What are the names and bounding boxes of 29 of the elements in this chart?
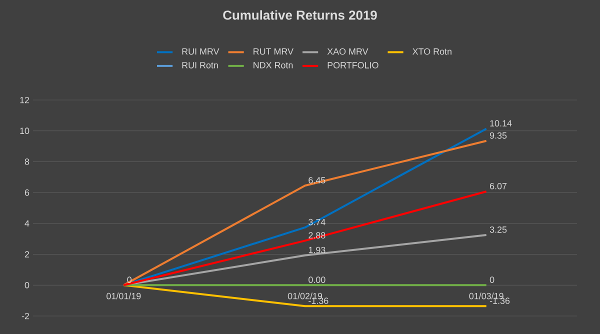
data-label: 9.35 [490, 132, 507, 139]
x-tick-label: 01/03/19 [469, 292, 504, 300]
y-tick-label: 2 [24, 251, 30, 258]
legend-label: NDX Rotn [254, 62, 293, 68]
legend-label: PORTFOLIO [328, 62, 378, 68]
legend-label: RUI Rotn [182, 62, 218, 68]
y-tick-label: -2 [22, 312, 30, 320]
legend-label: XAO MRV [327, 48, 368, 55]
data-label: 0.00 [308, 276, 326, 283]
data-label: -1.36 [490, 298, 510, 304]
y-tick-label: 4 [24, 220, 30, 227]
data-label: 1.93 [308, 246, 326, 254]
data-label: 3.25 [490, 226, 507, 233]
data-label: 6.07 [490, 182, 507, 190]
legend-label: RUI MRV [182, 48, 220, 55]
y-tick-label: 0 [24, 282, 30, 288]
legend-label: RUT MRV [254, 48, 294, 55]
chart-title: Cumulative Returns 2019 [223, 10, 377, 20]
data-label: 6.45 [308, 177, 326, 184]
y-tick-label: 8 [24, 158, 30, 165]
x-tick-label: 01/01/19 [106, 292, 141, 300]
x-tick-label: 01/02/19 [288, 292, 322, 300]
data-label: -1.36 [308, 298, 328, 304]
y-tick-label: 10 [20, 128, 30, 134]
y-tick-label: 12 [20, 96, 30, 104]
legend-label: XTO Rotn [412, 48, 452, 55]
data-label: 0 [490, 276, 494, 283]
y-tick-label: 6 [24, 189, 30, 196]
data-label: 10.14 [490, 120, 512, 127]
